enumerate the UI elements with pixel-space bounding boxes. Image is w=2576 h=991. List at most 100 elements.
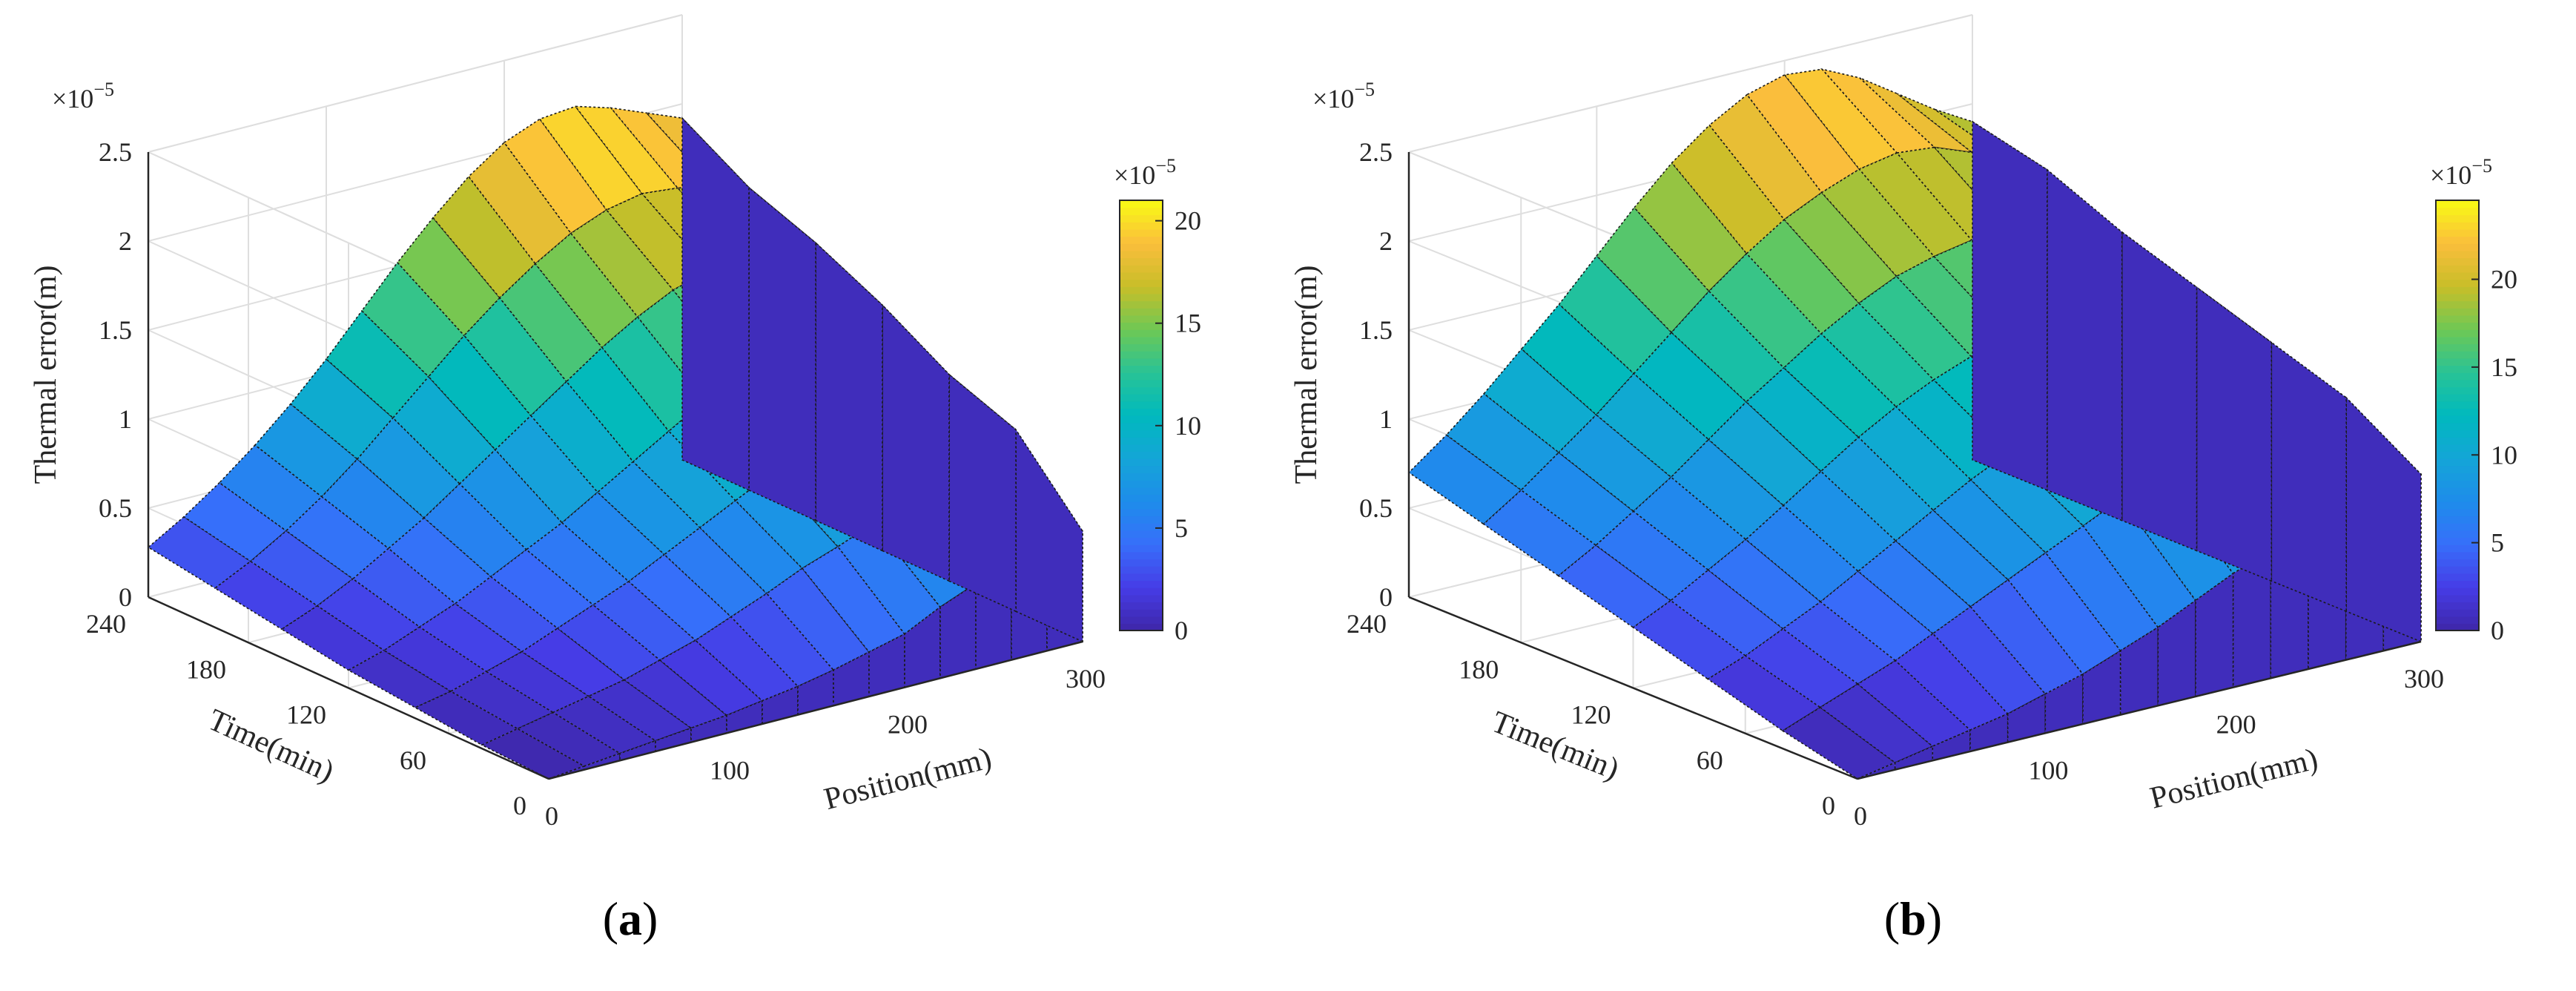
colorbar-tick-label: 5 <box>1175 513 1188 543</box>
colorbar-band <box>2436 473 2479 481</box>
colorbar-band <box>2436 228 2479 237</box>
surface-facet <box>1669 569 1785 656</box>
colorbar-band <box>2436 236 2479 244</box>
skirt-facet <box>2121 231 2198 552</box>
skirt-facet <box>1015 427 1083 643</box>
surface-facet <box>1744 628 1859 708</box>
colorbar-band <box>2436 623 2479 631</box>
colorbar-band <box>2436 250 2479 259</box>
colorbar-band <box>1120 308 1163 316</box>
colorbar: 0 5 10 15 20 ×10−5 <box>2430 155 2517 645</box>
colorbar-band <box>1120 494 1163 502</box>
y-tick-label: 60 <box>400 745 426 775</box>
surface-facet <box>521 628 626 697</box>
colorbar-band <box>1120 265 1163 273</box>
box-edge <box>148 14 683 153</box>
surface-facet <box>1859 77 1975 154</box>
colorbar-band <box>1120 214 1163 223</box>
colorbar-band <box>1120 300 1163 309</box>
skirt-facet <box>2196 286 2273 582</box>
colorbar-band <box>2436 336 2479 345</box>
x-axis-line <box>548 640 1083 780</box>
colorbar-band <box>1120 394 1163 402</box>
z-tick-label: 2 <box>1379 226 1393 256</box>
surface-facet <box>1520 451 1635 547</box>
colorbar-band <box>2436 537 2479 545</box>
colorbar-band <box>2436 516 2479 524</box>
z-tick-label: 2 <box>119 226 132 256</box>
colorbar-band <box>1120 228 1163 237</box>
colorbar-band <box>1120 444 1163 452</box>
skirt-facet <box>584 752 621 771</box>
colorbar-band <box>2436 422 2479 431</box>
surface-facet <box>561 491 666 582</box>
surface-facet <box>1670 438 1785 541</box>
colorbar-band <box>2436 451 2479 459</box>
surface-facet <box>1932 478 2047 581</box>
colorbar-tick-label: 15 <box>2491 352 2517 382</box>
colorbar-band <box>2436 508 2479 517</box>
colorbar-band <box>1120 587 1163 596</box>
colorbar-band <box>1120 243 1163 251</box>
z-exponent-power: −5 <box>1354 79 1375 100</box>
colorbar-band <box>1120 358 1163 366</box>
colorbar-band <box>2436 243 2479 251</box>
skirt-facet <box>882 303 950 582</box>
z-tick-label: 1.5 <box>1359 315 1393 345</box>
colorbar-band <box>1120 222 1163 230</box>
colorbar-band <box>1120 207 1163 216</box>
surface-facet <box>552 695 657 754</box>
colorbar-band <box>1120 351 1163 359</box>
colorbar-band <box>1120 379 1163 388</box>
colorbar-band <box>2436 465 2479 474</box>
surface-skirt <box>1857 120 2422 780</box>
y-tick-label: 240 <box>86 609 126 639</box>
colorbar-band <box>1120 415 1163 424</box>
colorbar-band <box>2436 379 2479 388</box>
colorbar-band <box>1120 573 1163 582</box>
surface-facet <box>1857 540 1972 635</box>
x-tick-label: 0 <box>545 801 558 831</box>
colorbar-band <box>2436 594 2479 603</box>
colorbar-band <box>1120 365 1163 373</box>
colorbar-band <box>2436 271 2479 280</box>
colorbar-frame <box>1119 200 1163 631</box>
surface-facet <box>1633 332 1748 441</box>
colorbar-band <box>1120 257 1163 266</box>
box-edge <box>1408 14 1973 153</box>
x-axis-label: Position(mm) <box>821 741 995 817</box>
colorbar: 0 5 10 15 20 ×10−5 <box>1114 155 1201 645</box>
colorbar-tick-label: 5 <box>2491 528 2504 558</box>
colorbar-exponent: ×10−5 <box>1114 155 1176 190</box>
x-tick-label: 100 <box>710 755 750 785</box>
colorbar-band <box>2436 322 2479 330</box>
skirt-facet <box>748 186 816 521</box>
x-tick-label: 100 <box>2028 755 2068 785</box>
colorbar-band <box>1120 616 1163 625</box>
colorbar-band <box>1120 465 1163 474</box>
colorbar-band <box>2436 580 2479 588</box>
colorbar-band <box>1120 408 1163 416</box>
y-tick-label: 240 <box>1347 609 1387 639</box>
surface-facet <box>801 545 906 653</box>
x-tick-label: 200 <box>888 710 928 740</box>
colorbar-band <box>1120 437 1163 445</box>
z-tick-label: 0 <box>119 582 132 612</box>
colorbar-band <box>2436 222 2479 230</box>
colorbar-band <box>1120 544 1163 553</box>
z-tick-label: 0 <box>1379 582 1393 612</box>
colorbar-band <box>2436 279 2479 287</box>
x-tick-label: 300 <box>1066 664 1106 694</box>
caption-paren-close: ) <box>642 892 658 945</box>
colorbar-exponent-power: −5 <box>1155 155 1176 177</box>
surface-facet <box>480 728 586 780</box>
colorbar-exponent-base: ×10 <box>1114 160 1155 190</box>
colorbar-band <box>2436 401 2479 409</box>
colorbar-band <box>1120 429 1163 438</box>
x-axis-line <box>1857 640 2422 780</box>
y-axis-line <box>148 596 549 780</box>
colorbar-band <box>2436 300 2479 309</box>
colorbar-band <box>2436 372 2479 381</box>
colorbar-band <box>1120 250 1163 259</box>
surface-facet <box>587 679 693 742</box>
